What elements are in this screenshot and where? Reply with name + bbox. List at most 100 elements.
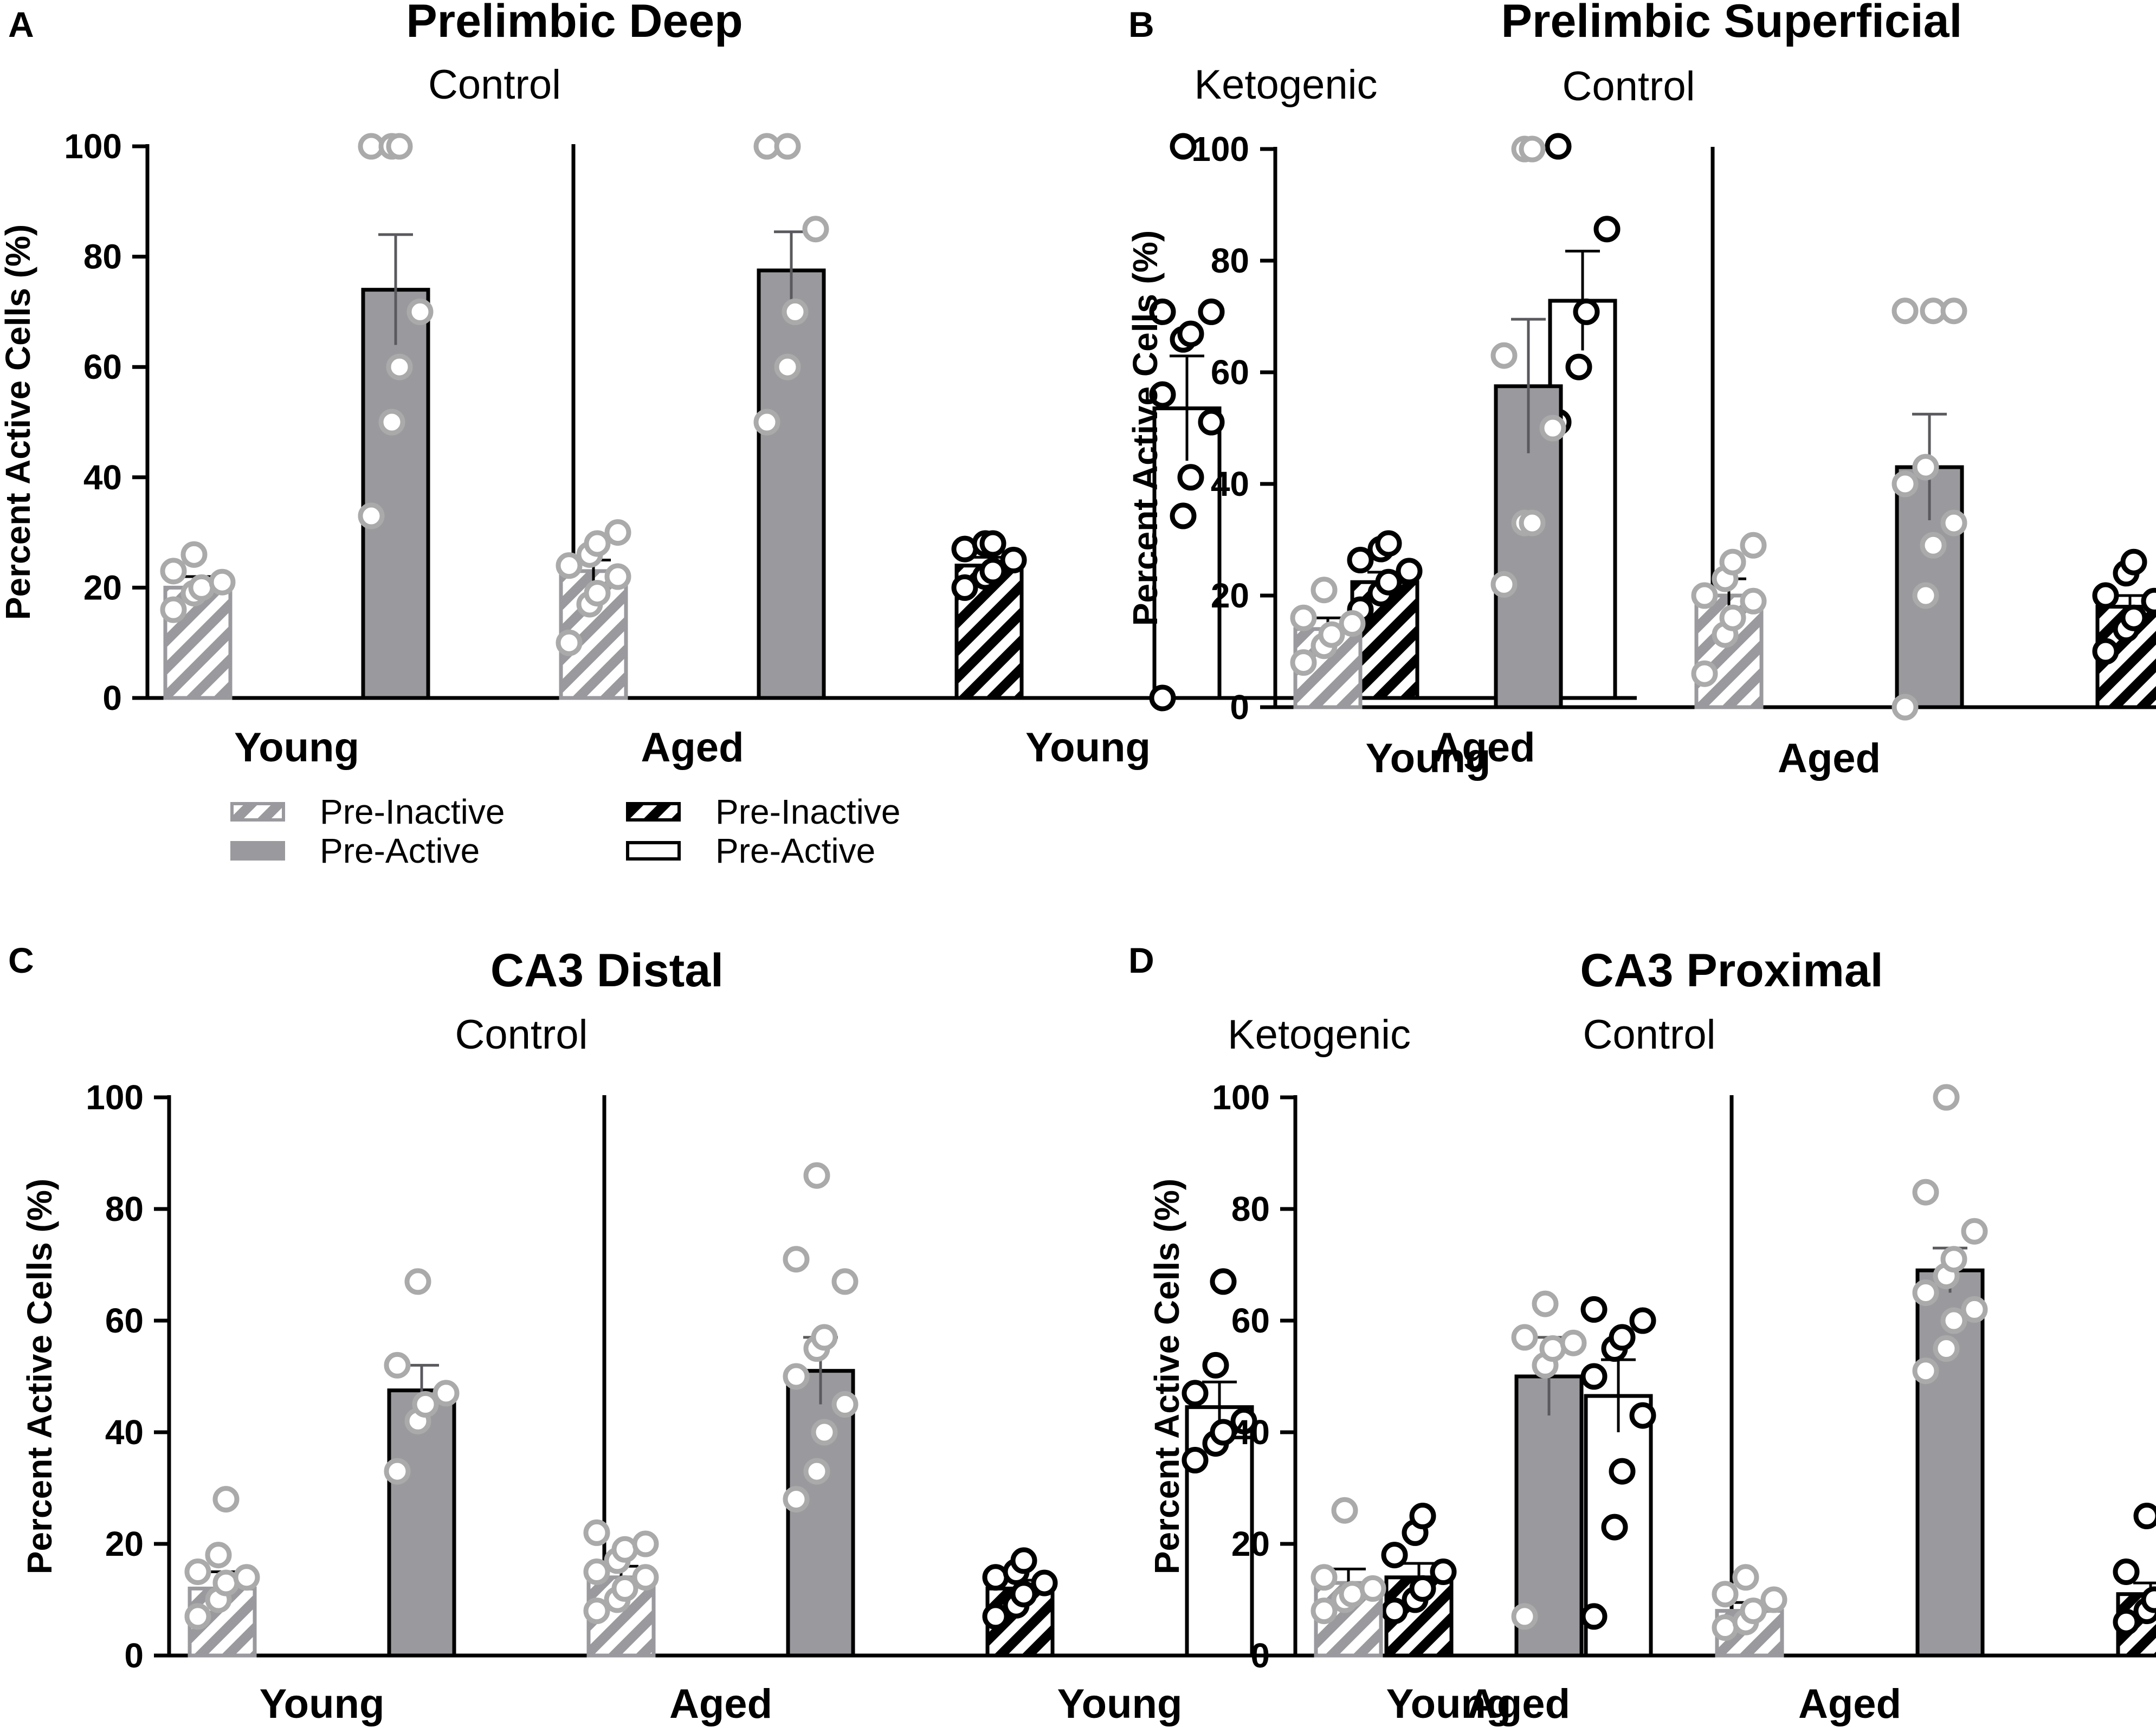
- y-tick-label: 0: [1250, 1636, 1270, 1675]
- legend-swatch-control-active: [230, 841, 285, 861]
- data-point: [2113, 1559, 2140, 1585]
- data-point: [1573, 298, 1600, 325]
- legend-swatch-control-inactive: [230, 802, 285, 822]
- y-tick-label: 80: [105, 1189, 144, 1228]
- y-tick-label: 100: [64, 127, 122, 166]
- data-point: [2133, 1503, 2156, 1529]
- chart-panel-c: C CA3 Distal Control Ketogenic Percent Activ…: [8, 940, 1673, 1727]
- panel-letter: B: [1128, 4, 1154, 44]
- data-point: [1339, 610, 1366, 637]
- data-point: [1892, 694, 1919, 721]
- data-point: [1149, 381, 1176, 408]
- data-point: [2141, 587, 2156, 615]
- data-point: [1519, 135, 1546, 163]
- data-point: [2092, 638, 2119, 665]
- chart-panel-d: D CA3 Proximal Control Ketogenic Percent Act…: [1128, 940, 2156, 1727]
- panel-letter: D: [1128, 940, 1154, 980]
- data-point: [386, 353, 413, 380]
- data-point: [979, 558, 1006, 585]
- data-point: [1609, 1324, 1636, 1351]
- group-label-control: Control: [1583, 1012, 1716, 1058]
- data-point: [1409, 1575, 1436, 1602]
- data-point: [1490, 342, 1518, 369]
- data-point: [1719, 548, 1746, 575]
- y-tick-label: 40: [105, 1413, 144, 1452]
- data-point: [1940, 298, 1967, 325]
- data-point: [1031, 1569, 1058, 1596]
- y-tick-label: 20: [1231, 1524, 1270, 1563]
- group-label-control: Control: [428, 62, 561, 108]
- data-point: [831, 1391, 858, 1418]
- data-point: [433, 1380, 460, 1407]
- data-point: [209, 568, 236, 596]
- data-point: [1010, 1547, 1037, 1574]
- category-label: Aged: [1467, 1681, 1570, 1727]
- legend-swatch-keto-active: [626, 841, 681, 861]
- data-point: [611, 1575, 638, 1602]
- y-tick-label: 60: [1211, 353, 1249, 392]
- data-point: [1961, 1296, 1988, 1323]
- data-point: [583, 1598, 610, 1625]
- data-point: [180, 541, 208, 568]
- data-point: [1532, 1290, 1559, 1317]
- data-point: [1629, 1402, 1656, 1429]
- data-point: [1601, 1514, 1628, 1541]
- legend-label-control-inactive: Pre-Inactive: [320, 792, 505, 831]
- chart-panel-b: B Prelimbic Superficial Control Ketogenic Pe…: [1126, 0, 2156, 781]
- y-tick-label: 0: [1230, 688, 1249, 727]
- data-point: [1000, 547, 1027, 573]
- data-point: [384, 1458, 411, 1485]
- category-label: Aged: [1432, 725, 1535, 771]
- data-point: [1170, 133, 1197, 160]
- y-tick-label: 60: [83, 347, 122, 386]
- legend: Pre-Inactive Pre-Active Pre-Inactive Pre…: [230, 792, 900, 870]
- data-point: [1892, 470, 1919, 497]
- y-tick-label: 100: [86, 1078, 144, 1117]
- data-point: [1580, 1363, 1608, 1390]
- data-point: [1593, 216, 1621, 243]
- data-point: [212, 1486, 240, 1513]
- y-tick-label: 0: [102, 678, 122, 717]
- bar-pre-active: [757, 268, 826, 700]
- category-label: Young: [1025, 725, 1151, 771]
- data-point: [1210, 1419, 1237, 1446]
- data-point: [1311, 1598, 1338, 1625]
- data-point: [1940, 509, 1967, 536]
- y-axis-label: Percent Active Cells (%): [0, 224, 37, 620]
- bar-pre-active: [786, 1369, 855, 1658]
- y-tick-label: 80: [1211, 241, 1249, 280]
- data-point: [358, 502, 385, 529]
- data-point: [1290, 604, 1317, 631]
- data-point: [1732, 1564, 1759, 1591]
- data-point: [1912, 454, 1939, 481]
- y-tick-label: 40: [83, 458, 122, 497]
- data-point: [556, 552, 583, 579]
- data-point: [1719, 604, 1746, 631]
- group-label-ketogenic: Ketogenic: [1194, 62, 1377, 108]
- y-tick-label: 40: [1211, 464, 1249, 503]
- y-tick-label: 60: [1231, 1301, 1270, 1340]
- category-label: Young: [1366, 735, 1491, 781]
- data-point: [384, 1352, 411, 1379]
- data-point: [412, 1391, 439, 1418]
- data-point: [205, 1542, 232, 1569]
- data-point: [386, 133, 413, 160]
- category-label: Aged: [1798, 1681, 1901, 1727]
- data-point: [1961, 1218, 1988, 1245]
- data-point: [803, 1162, 830, 1189]
- data-point: [1580, 1603, 1608, 1630]
- data-point: [979, 530, 1006, 557]
- data-point: [233, 1564, 260, 1591]
- data-point: [1182, 1380, 1209, 1407]
- data-point: [1182, 1447, 1209, 1473]
- data-point: [1010, 1581, 1037, 1608]
- data-point: [1740, 532, 1767, 559]
- data-point: [1177, 464, 1204, 491]
- data-point: [1539, 415, 1566, 442]
- group-label-ketogenic: Ketogenic: [1228, 1012, 1411, 1058]
- data-point: [1210, 1268, 1237, 1295]
- data-point: [1912, 1357, 1939, 1385]
- data-point: [753, 409, 780, 436]
- chart-title: Prelimbic Deep: [406, 0, 743, 47]
- data-point: [404, 1268, 431, 1295]
